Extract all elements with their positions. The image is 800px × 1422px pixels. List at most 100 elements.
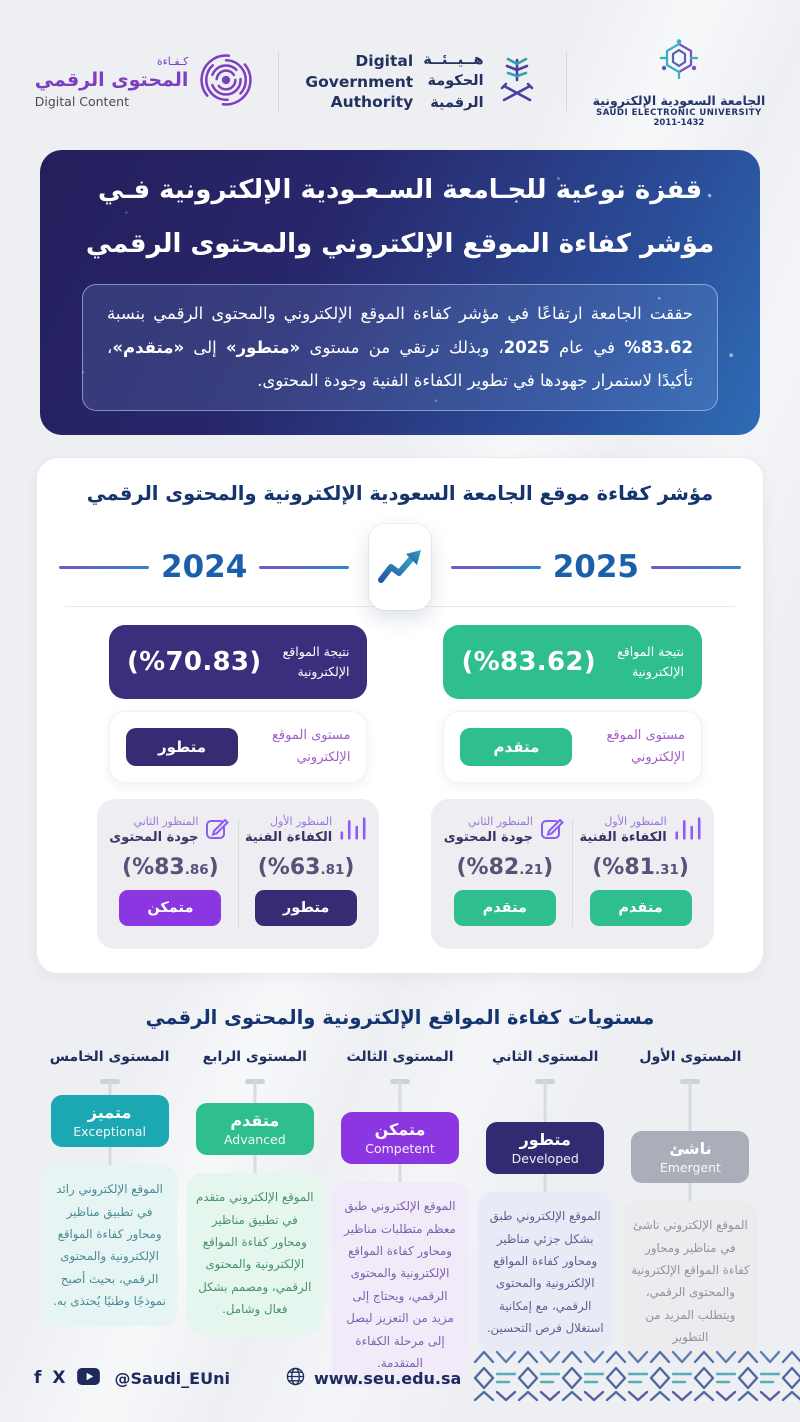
perspective-value: (%83.86) — [122, 855, 219, 881]
level-description: الموقع الإلكتروني رائد في تطبيق مناظير و… — [42, 1165, 178, 1326]
level-column-1: المستوى الأول ناشئ Emergent الموقع الإلك… — [622, 1049, 758, 1387]
level-header: المستوى الرابع — [202, 1049, 307, 1066]
social-links: f X @Saudi_EUni — [34, 1367, 230, 1389]
hero-level-from: «متطور» — [226, 337, 301, 357]
digital-content-circles-icon — [200, 54, 253, 110]
perspective-technical-2025: المنظور الأول الكفاءة الفنية (%81.31) مت… — [575, 813, 706, 933]
decorative-line — [450, 565, 541, 569]
level-header: المستوى الخامس — [49, 1049, 170, 1066]
vertical-divider — [237, 819, 239, 928]
years-comparison-row: 2024 2025 — [59, 519, 741, 615]
column-2024: نتيجة المواقع الإلكترونية (%70.83) مستوى… — [97, 625, 380, 950]
dc-title: المحتوى الرقمي — [34, 69, 189, 91]
hero-title: قفزة نوعية للجـامعة السـعـودية الإلكترون… — [70, 175, 730, 260]
index-card: مؤشر كفاءة موقع الجامعة السعودية الإلكتر… — [36, 457, 764, 975]
site-level-label: مستوى الموقع الإلكتروني — [272, 728, 351, 766]
score-label: نتيجة المواقع الإلكترونية — [617, 643, 684, 680]
site-level-badge-2025: متقدم — [460, 728, 573, 767]
score-value-2025: (%83.62) — [461, 647, 596, 678]
perspective-value: (%63.81) — [257, 855, 355, 881]
hero-title-line2: مؤشر كفاءة الموقع الإلكتروني والمحتوى ال… — [85, 228, 715, 259]
levels-section-title: مستويات كفاءة المواقع الإلكترونية والمحت… — [145, 1006, 655, 1030]
seu-logo: الجامعة السعودية الإلكترونية SAUDI ELECT… — [592, 37, 766, 128]
header: كـفـاءة المحتوى الرقمي Digital Content D… — [0, 0, 800, 130]
year-2024-label: 2024 — [161, 549, 248, 586]
level-badge-emergent: ناشئ Emergent — [631, 1131, 750, 1184]
decorative-line — [651, 565, 741, 569]
level-header: المستوى الثالث — [346, 1049, 454, 1066]
perspective-badge: متقدم — [453, 890, 556, 927]
website-url[interactable]: www.seu.edu.sa — [313, 1368, 462, 1388]
x-twitter-icon[interactable]: X — [52, 1368, 66, 1388]
year-2024-group: 2024 — [59, 549, 350, 586]
header-divider — [278, 51, 280, 113]
website-link: www.seu.edu.sa — [286, 1367, 461, 1390]
bar-chart-icon — [674, 815, 702, 845]
level-badge-competent: متمكن Competent — [341, 1112, 460, 1165]
level-badge-developed: متطور Developed — [486, 1122, 605, 1175]
year-2025-group: 2025 — [450, 549, 741, 586]
seu-network-icon — [650, 37, 708, 91]
decorative-line — [259, 565, 350, 569]
level-column-3: المستوى الثالث متمكن Competent الموقع ال… — [332, 1049, 468, 1388]
decorative-line — [59, 565, 149, 569]
score-label: نتيجة المواقع الإلكترونية — [282, 643, 350, 680]
site-level-box-2025: مستوى الموقع الإلكتروني متقدم — [443, 711, 702, 784]
perspectives-card-2025: المنظور الأول الكفاءة الفنية (%81.31) مت… — [431, 799, 714, 950]
vertical-divider — [572, 819, 574, 928]
level-description: الموقع الإلكتروني متقدم في تطبيق مناظير … — [187, 1173, 323, 1334]
level-header: المستوى الأول — [639, 1049, 742, 1066]
dc-kicker: كـفـاءة — [156, 55, 189, 68]
level-column-4: المستوى الرابع متقدم Advanced الموقع الإ… — [187, 1049, 323, 1387]
year-2025-label: 2025 — [552, 549, 639, 586]
seu-arabic-name: الجامعة السعودية الإلكترونية — [592, 92, 766, 108]
digital-content-logo: كـفـاءة المحتوى الرقمي Digital Content — [35, 54, 253, 110]
pencil-icon — [205, 815, 231, 845]
hero-banner: قفزة نوعية للجـامعة السـعـودية الإلكترون… — [40, 150, 760, 436]
dga-emblem-icon — [494, 53, 540, 111]
level-column-2: المستوى الثاني متطور Developed الموقع ال… — [477, 1049, 613, 1387]
level-badge-exceptional: متميز Exceptional — [50, 1095, 169, 1148]
level-header: المستوى الثاني — [492, 1049, 599, 1066]
site-level-badge-2024: متطور — [126, 728, 238, 767]
hero-text: حققت الجامعة ارتفاعًا في مؤشر كفاءة المو… — [107, 303, 693, 323]
score-box-2025: نتيجة المواقع الإلكترونية (%83.62) — [443, 625, 702, 700]
perspective-content-2025: المنظور الثاني جودة المحتوى (%82.21) متق… — [439, 813, 570, 933]
site-level-box-2024: مستوى الموقع الإلكتروني متطور — [109, 711, 368, 784]
trend-up-icon — [369, 524, 431, 611]
hero-summary: حققت الجامعة ارتفاعًا في مؤشر كفاءة المو… — [82, 283, 718, 412]
perspectives-card-2024: المنظور الأول الكفاءة الفنية (%63.81) مت… — [97, 799, 380, 950]
level-description: الموقع الإلكتروني طبق بشكل جزئي مناظير و… — [477, 1192, 613, 1353]
hero-percentage: %83.62 — [624, 337, 694, 357]
dga-english-text: Digital Government Authority — [305, 51, 414, 112]
pencil-icon — [540, 815, 566, 845]
site-level-label: مستوى الموقع الإلكتروني — [606, 728, 685, 766]
perspective-technical-2024: المنظور الأول الكفاءة الفنية (%63.81) مت… — [241, 813, 372, 933]
level-column-5: المستوى الخامس متميز Exceptional الموقع … — [42, 1049, 178, 1387]
dc-subtitle: Digital Content — [34, 94, 129, 109]
globe-icon — [286, 1367, 305, 1390]
perspective-badge: متطور — [255, 890, 358, 927]
facebook-icon[interactable]: f — [34, 1368, 42, 1388]
index-card-title: مؤشر كفاءة موقع الجامعة السعودية الإلكتر… — [86, 482, 714, 506]
dga-logo: Digital Government Authority هــيــئــة … — [305, 50, 539, 113]
hero-level-to: «متقدم» — [112, 337, 185, 357]
youtube-icon[interactable] — [76, 1367, 100, 1389]
score-box-2024: نتيجة المواقع الإلكترونية (%70.83) — [109, 625, 368, 700]
header-divider — [565, 51, 567, 113]
seu-years: 2011-1432 — [653, 117, 705, 128]
perspective-value: (%82.21) — [456, 855, 554, 881]
hero-title-line1: قفزة نوعية للجـامعة السـعـودية الإلكترون… — [97, 175, 703, 205]
footer: f X @Saudi_EUni www.seu.edu.sa — [0, 1348, 800, 1408]
perspective-value: (%81.31) — [592, 855, 689, 881]
perspective-badge: متمكن — [119, 890, 222, 927]
level-description: الموقع الإلكتروني ناشئ في مناظير ومحاور … — [622, 1201, 758, 1362]
dga-arabic-text: هــيــئــة الحكومة الرقمية — [423, 52, 484, 111]
seu-english-name: SAUDI ELECTRONIC UNIVERSITY — [596, 107, 762, 118]
social-handle[interactable]: @Saudi_EUni — [114, 1368, 230, 1388]
perspective-badge: متقدم — [589, 890, 692, 927]
bar-chart-icon — [339, 815, 367, 845]
levels-grid: المستوى الأول ناشئ Emergent الموقع الإلك… — [42, 1049, 758, 1388]
geometric-pattern — [473, 1348, 800, 1408]
hero-year: 2025 — [503, 337, 550, 357]
